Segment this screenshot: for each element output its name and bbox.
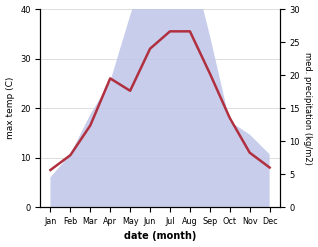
Y-axis label: max temp (C): max temp (C): [5, 77, 15, 139]
Y-axis label: med. precipitation (kg/m2): med. precipitation (kg/m2): [303, 52, 313, 165]
X-axis label: date (month): date (month): [124, 231, 196, 242]
